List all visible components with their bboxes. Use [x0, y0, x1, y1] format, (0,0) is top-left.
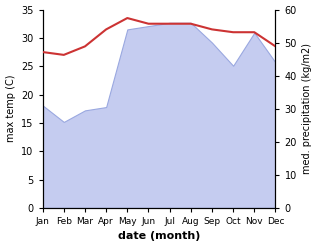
Y-axis label: med. precipitation (kg/m2): med. precipitation (kg/m2) [302, 43, 313, 174]
Y-axis label: max temp (C): max temp (C) [5, 75, 16, 143]
X-axis label: date (month): date (month) [118, 231, 200, 242]
